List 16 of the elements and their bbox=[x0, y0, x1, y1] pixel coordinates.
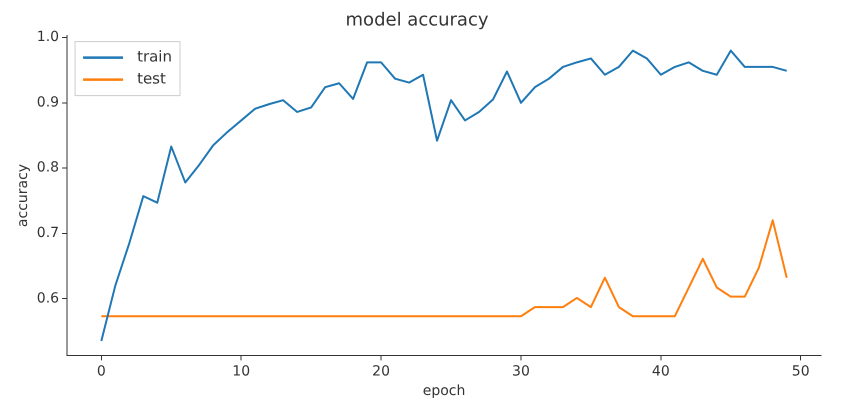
y-tick-label: 1.0 bbox=[36, 29, 60, 46]
x-tick-label: 10 bbox=[232, 363, 250, 380]
x-axis-title: epoch bbox=[422, 383, 466, 400]
x-tick-label: 30 bbox=[512, 363, 530, 380]
legend-label: test bbox=[137, 69, 166, 88]
x-tick-label: 40 bbox=[652, 363, 670, 380]
y-tick-label: 0.6 bbox=[36, 290, 60, 306]
y-axis-title: accuracy bbox=[15, 164, 32, 228]
chart-title: model accuracy bbox=[346, 9, 489, 30]
legend-label: train bbox=[137, 47, 172, 66]
x-tick-label: 0 bbox=[96, 363, 106, 380]
y-tick-label: 0.8 bbox=[36, 160, 60, 176]
y-tick-label: 0.9 bbox=[36, 94, 60, 110]
y-tick-label: 0.7 bbox=[36, 224, 60, 241]
x-tick-label: 20 bbox=[372, 363, 390, 380]
x-tick-label: 50 bbox=[792, 363, 810, 380]
